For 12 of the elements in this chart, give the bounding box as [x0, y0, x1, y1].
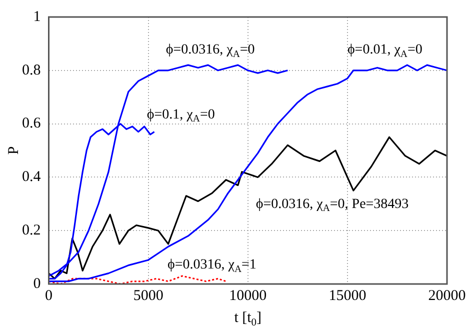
x-tick-label: 20000: [428, 288, 466, 304]
y-tick-label: 0.8: [22, 62, 41, 78]
x-tick-label: 10000: [229, 288, 267, 304]
x-tick-label: 0: [45, 288, 52, 304]
y-axis-title: P: [6, 146, 22, 155]
y-tick-label: 0.2: [22, 222, 41, 239]
x-tick-label: 15000: [328, 288, 366, 304]
y-tick-label: 0: [33, 276, 41, 292]
x-tick-label: 5000: [133, 288, 164, 304]
y-tick-label: 1: [33, 8, 41, 25]
y-tick-label: 0.4: [22, 169, 42, 186]
y-tick-label: 0.6: [22, 116, 42, 132]
